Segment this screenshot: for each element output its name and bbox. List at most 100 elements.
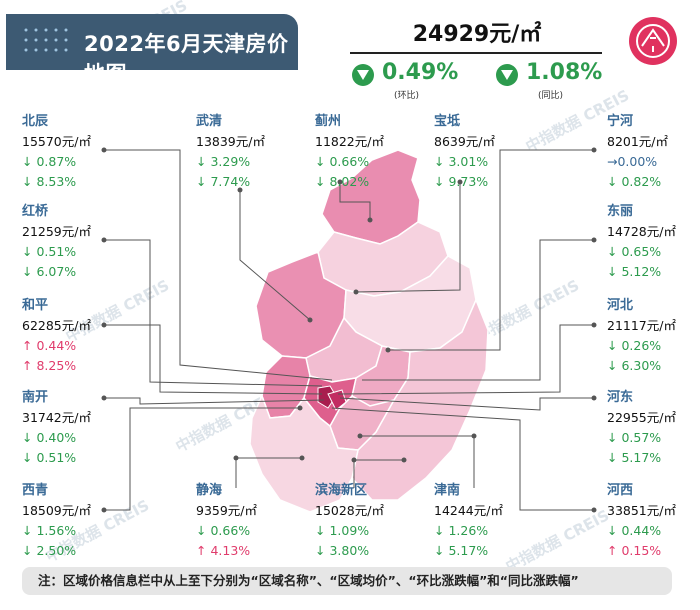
district-name: 南开 [22,390,49,405]
district-name: 宁河 [607,114,634,129]
leader-hedong [339,397,594,411]
district-yoy: ↑ 8.25% [22,358,77,373]
leader-beichen [104,149,333,381]
district-card: 南开 31742元/㎡ ↓ 0.40% ↓ 0.51% [22,388,91,468]
district-yoy: ↓ 8.53% [22,174,77,189]
district-yoy: ↓ 7.74% [196,174,251,189]
district-name: 北辰 [22,114,49,129]
district-yoy: ↓ 5.17% [607,450,662,465]
district-price: 22955元/㎡ [607,410,676,425]
yoy-value: 1.08% [526,60,603,85]
district-name: 宝坻 [434,114,461,129]
district-price: 11822元/㎡ [315,134,384,149]
district-price: 31742元/㎡ [22,410,91,425]
mom-value: 0.49% [382,60,459,85]
mom-stat: 0.49% (环比) [352,60,472,101]
district-card: 红桥 21259元/㎡ ↓ 0.51% ↓ 6.07% [22,202,91,282]
district-price: 14728元/㎡ [607,224,676,239]
leader-xiqing [104,407,300,511]
district-mom: ↑ 0.44% [22,338,77,353]
district-card: 宁河 8201元/㎡ →0.00% ↓ 0.82% [607,112,668,192]
district-price: 18509元/㎡ [22,503,91,518]
district-mom: ↓ 0.66% [196,523,251,538]
district-name: 武清 [196,114,223,129]
district-yoy: ↓ 2.50% [22,543,77,558]
district-name: 静海 [196,483,223,498]
district-card: 武清 13839元/㎡ ↓ 3.29% ↓ 7.74% [196,112,265,192]
district-mom: ↓ 0.40% [22,430,77,445]
district-price: 21117元/㎡ [607,318,676,333]
district-card: 河东 22955元/㎡ ↓ 0.57% ↓ 5.17% [607,388,676,468]
district-card: 蓟州 11822元/㎡ ↓ 0.66% ↓ 8.02% [315,112,384,192]
district-name: 西青 [22,483,49,498]
district-price: 9359元/㎡ [196,503,258,518]
average-price: 24929元/㎡ [412,22,542,47]
district-mom: ↓ 0.87% [22,154,77,169]
district-mom: ↓ 1.26% [434,523,489,538]
district-yoy: ↓ 0.51% [22,450,77,465]
district-name: 河东 [607,390,634,405]
page-title: 2022年6月天津房价地图 [84,32,289,86]
leader-baodi [355,182,461,293]
district-name: 和平 [22,298,49,313]
district-mom: ↓ 0.44% [607,523,662,538]
leader-dongli [362,239,594,381]
district-card: 河北 21117元/㎡ ↓ 0.26% ↓ 6.30% [607,296,676,376]
district-name: 津南 [434,483,461,498]
divider [350,52,602,54]
district-yoy: ↑ 4.13% [196,543,251,558]
district-card: 河西 33851元/㎡ ↓ 0.44% ↑ 0.15% [607,481,676,561]
leader-hebei [337,324,594,395]
district-mom: ↓ 0.65% [607,244,662,259]
district-mom: ↓ 3.29% [196,154,251,169]
district-price: 8639元/㎡ [434,134,496,149]
city-badge-icon [629,17,677,65]
district-card: 北辰 15570元/㎡ ↓ 0.87% ↓ 8.53% [22,112,91,192]
district-price: 13839元/㎡ [196,134,265,149]
district-price: 8201元/㎡ [607,134,669,149]
district-mom: ↓ 0.26% [607,338,662,353]
yoy-label: (同比) [538,91,564,101]
district-card: 宝坻 8639元/㎡ ↓ 3.01% ↓ 9.73% [434,112,495,192]
district-mom: ↓ 3.01% [434,154,489,169]
district-name: 河西 [607,483,634,498]
district-name: 滨海新区 [315,483,368,498]
district-name: 红桥 [22,204,49,219]
yoy-stat: 1.08% (同比) [496,60,616,101]
title-banner: 2022年6月天津房价地图 [6,14,298,86]
district-price: 21259元/㎡ [22,224,91,239]
leader-ninghe [388,149,594,351]
down-arrow-icon [496,64,518,86]
district-card: 和平 62285元/㎡ ↑ 0.44% ↑ 8.25% [22,296,91,376]
leader-hexi [331,407,594,511]
leader-nankai [104,397,325,405]
district-price: 33851元/㎡ [607,503,676,518]
district-mom: ↓ 1.09% [315,523,370,538]
down-arrow-icon [352,64,374,86]
leader-hongqiao [104,239,323,387]
district-price: 62285元/㎡ [22,318,91,333]
district-yoy: ↓ 9.73% [434,174,489,189]
district-card: 东丽 14728元/㎡ ↓ 0.65% ↓ 5.12% [607,202,676,282]
district-name: 蓟州 [315,114,342,129]
district-name: 河北 [607,298,634,313]
district-yoy: ↓ 5.17% [434,543,489,558]
district-mom: ↓ 0.66% [315,154,370,169]
district-price: 14244元/㎡ [434,503,503,518]
district-price: 15028元/㎡ [315,503,384,518]
district-yoy: ↓ 0.82% [607,174,662,189]
district-card: 西青 18509元/㎡ ↓ 1.56% ↓ 2.50% [22,481,91,561]
district-yoy: ↓ 6.07% [22,264,77,279]
district-mom: ↓ 0.51% [22,244,77,259]
district-yoy: ↓ 8.02% [315,174,370,189]
district-yoy: ↓ 5.12% [607,264,662,279]
dots-decoration-icon [24,28,68,52]
leader-wuqing [239,190,311,321]
district-mom: →0.00% [607,154,658,169]
district-yoy: ↓ 3.80% [315,543,370,558]
district-mom: ↓ 0.57% [607,430,662,445]
mom-label: (环比) [394,91,420,101]
district-card: 津南 14244元/㎡ ↓ 1.26% ↓ 5.17% [434,481,503,561]
district-name: 东丽 [607,204,634,219]
